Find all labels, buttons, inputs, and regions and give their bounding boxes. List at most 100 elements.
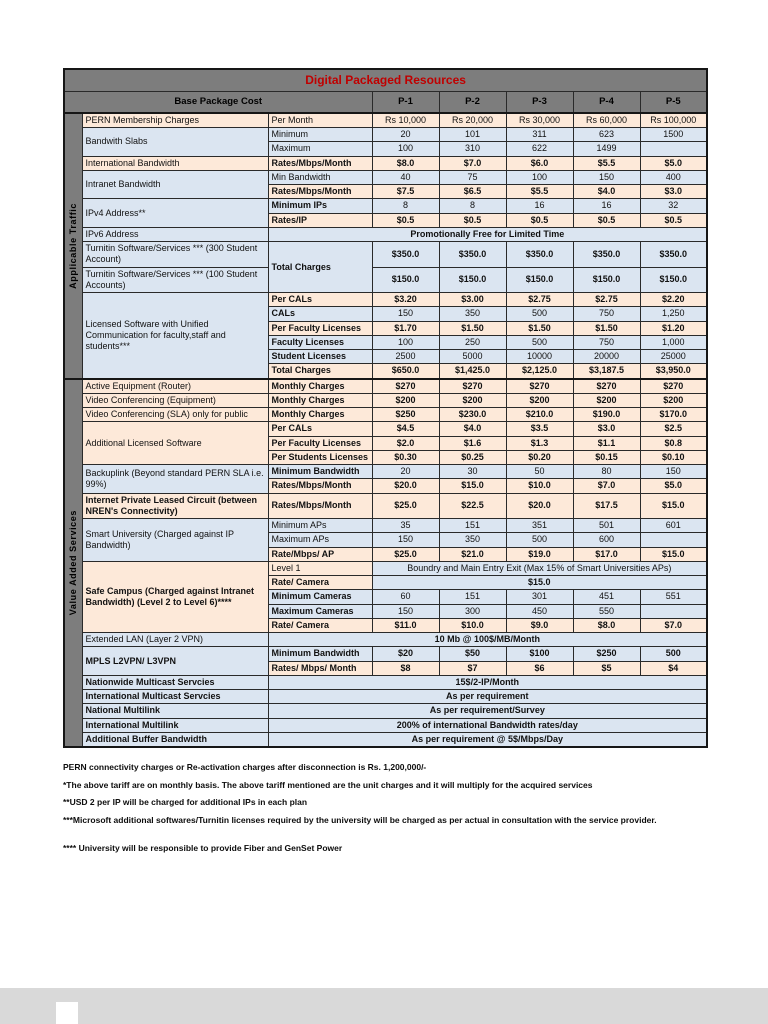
value-cell: 20 <box>371 127 440 143</box>
value-cell: $11.0 <box>371 617 440 634</box>
value-cell: $200 <box>505 392 574 409</box>
value-cell: $1.1 <box>572 435 641 451</box>
value-cell: $7 <box>438 660 507 676</box>
value-cell: $6.0 <box>505 155 574 171</box>
value-cell: $0.5 <box>572 212 641 228</box>
row-sublabel: Rates/Mbps/Month <box>267 184 373 200</box>
merged-value: 200% of international Bandwidth rates/da… <box>267 717 708 733</box>
value-cell: 600 <box>572 532 641 548</box>
value-cell <box>639 141 708 157</box>
row-label: MPLS L2VPN/ L3VPN <box>81 646 269 676</box>
value-cell: 100 <box>371 141 440 157</box>
value-cell: 150 <box>371 532 440 548</box>
table-row: Internet Private Leased Circuit (between… <box>64 492 708 520</box>
value-cell: $2.0 <box>371 435 440 451</box>
value-cell: $200 <box>639 392 708 409</box>
row-sublabel: Maximum APs <box>267 532 373 548</box>
row-sublabel: Rates/Mbps/Month <box>267 155 373 171</box>
value-cell: $0.5 <box>639 212 708 228</box>
value-cell: $0.10 <box>639 449 708 466</box>
footnote-fiber-genset: **** University will be responsible to p… <box>63 842 343 853</box>
row-sublabel: Per Month <box>267 111 373 129</box>
row-label: Intranet Bandwidth <box>81 169 269 200</box>
value-cell: $21.0 <box>438 546 507 562</box>
value-cell: 623 <box>572 127 641 143</box>
row-sublabel: Student Licenses <box>267 349 373 365</box>
value-cell: $190.0 <box>572 407 641 423</box>
value-cell: 500 <box>505 532 574 548</box>
value-cell: $25.0 <box>371 492 440 520</box>
row-sublabel: Total Charges <box>267 363 373 380</box>
value-cell: 450 <box>505 603 574 619</box>
value-cell: 500 <box>505 306 574 322</box>
value-cell: 1499 <box>572 141 641 157</box>
row-sublabel: Maximum <box>267 141 373 157</box>
value-cell: $210.0 <box>505 407 574 423</box>
value-cell: 151 <box>438 589 507 605</box>
value-cell: $0.15 <box>572 449 641 466</box>
value-cell: $5.5 <box>505 184 574 200</box>
value-cell: 551 <box>639 589 708 605</box>
row-sublabel: Rates/Mbps/Month <box>267 478 373 494</box>
table-row: Extended LAN (Layer 2 VPN) 10 Mb @ 100$/M… <box>64 632 708 648</box>
value-cell: $270 <box>639 377 708 394</box>
value-cell: $20.0 <box>371 478 440 494</box>
table-row: Video Conferencing (Equipment) Monthly Ch… <box>64 392 708 409</box>
value-cell: $350.0 <box>371 241 440 268</box>
row-sublabel: Per Students Licenses <box>267 449 373 466</box>
next-page-edge <box>56 1002 78 1024</box>
value-cell: $3,950.0 <box>639 363 708 380</box>
row-sublabel: Minimum <box>267 127 373 143</box>
value-cell: $100 <box>505 646 574 662</box>
value-cell: $8 <box>371 660 440 676</box>
value-cell: 750 <box>572 306 641 322</box>
value-cell: 60 <box>371 589 440 605</box>
row-label: Additional Licensed Software <box>81 421 269 466</box>
value-cell: $270 <box>505 377 574 394</box>
row-label: Nationwide Multicast Servcies <box>81 674 269 691</box>
value-cell: 2500 <box>371 349 440 365</box>
plan-column-header: P-1 <box>371 90 440 114</box>
table-row: Turnitin Software/Services *** (300 Stud… <box>64 241 708 294</box>
value-cell: 150 <box>371 306 440 322</box>
value-cell: $3.5 <box>505 421 574 437</box>
value-cell: $5.0 <box>639 478 708 494</box>
value-cell: 301 <box>505 589 574 605</box>
value-cell: $1.70 <box>371 320 440 336</box>
row-sublabel: Level 1 <box>267 560 373 577</box>
plan-column-header: P-5 <box>639 90 708 114</box>
merged-value: 15$/2-IP/Month <box>267 674 708 691</box>
table-row: Total Charges $650.0 $1,425.0 $2,125.0 $3,18… <box>64 363 708 380</box>
plan-column-header: P-3 <box>505 90 574 114</box>
row-sublabel: Per Faculty Licenses <box>267 435 373 451</box>
value-cell: 20 <box>371 464 440 480</box>
merged-value: $15.0 <box>371 575 708 591</box>
value-cell: $1.6 <box>438 435 507 451</box>
table-row: Video Conferencing (SLA) only for public… <box>64 407 708 423</box>
value-cell: $1.3 <box>505 435 574 451</box>
row-sublabel: Minimum Bandwidth <box>267 646 373 662</box>
value-cell: $1.20 <box>639 320 708 336</box>
value-cell: 30 <box>438 464 507 480</box>
value-cell: $50 <box>438 646 507 662</box>
table-row: Additional Buffer Bandwidth As per requir… <box>64 731 708 748</box>
value-cell: $0.30 <box>371 449 440 466</box>
value-cell: $2,125.0 <box>505 363 574 380</box>
value-cell: 350 <box>438 532 507 548</box>
section-band: Applicable Traffic <box>63 111 83 380</box>
row-sublabel: Rate/Mbps/ AP <box>267 546 373 562</box>
value-cell: $0.5 <box>505 212 574 228</box>
table-row: CALs 150 350 500 750 1,250 <box>64 306 708 322</box>
table-row: Turnitin Software/Services *** (100 Stud… <box>64 266 708 294</box>
row-sublabel: Minimum APs <box>267 518 373 534</box>
value-cell: $19.0 <box>505 546 574 562</box>
table-row: Rates/Mbps/Month $7.5 $6.5 $5.5 $4.0 $3.0 <box>64 184 708 200</box>
value-cell: $20 <box>371 646 440 662</box>
value-cell: $250 <box>572 646 641 662</box>
value-cell: 351 <box>505 518 574 534</box>
footnote-microsoft: ***Microsoft additional softwares/Turnit… <box>63 815 657 825</box>
value-cell: $2.75 <box>572 292 641 308</box>
value-cell: 550 <box>572 603 641 619</box>
value-cell: 8 <box>438 198 507 214</box>
row-sublabel: Minimum Cameras <box>267 589 373 605</box>
